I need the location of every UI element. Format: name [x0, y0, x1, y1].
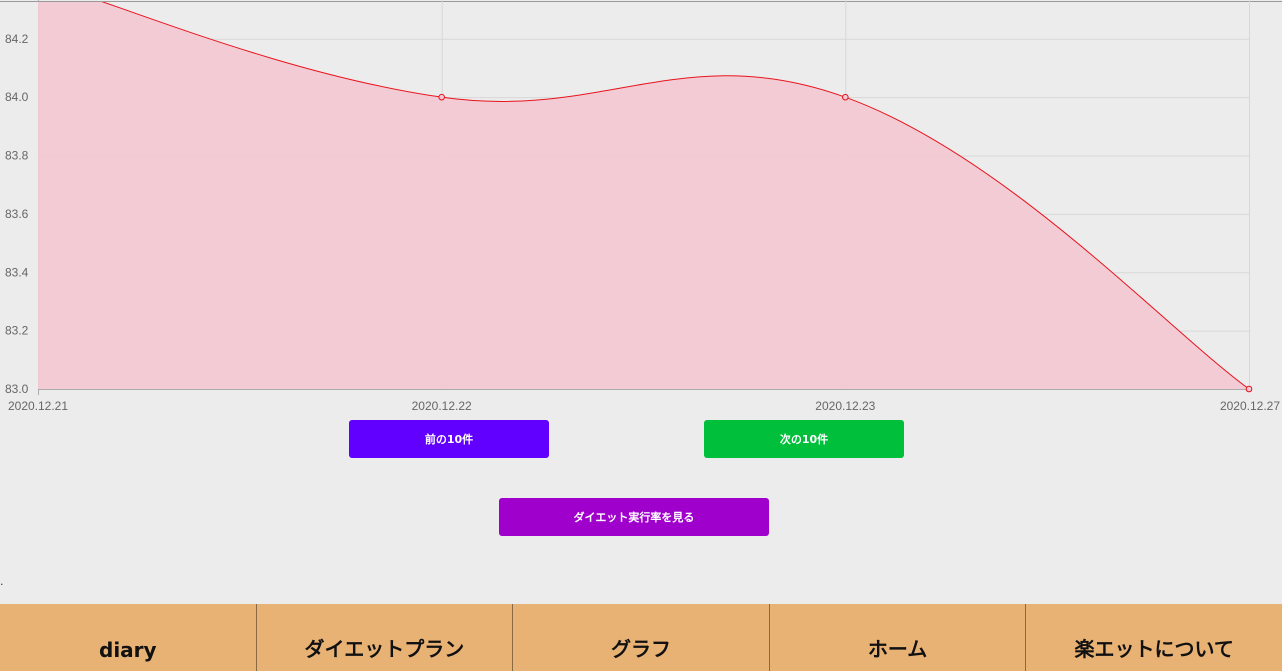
y-tick-label: 83.6 [5, 207, 29, 221]
y-tick-label: 84.0 [5, 90, 29, 104]
nav-item-label: グラフ [610, 637, 671, 661]
x-tick-label: 2020.12.27 [1220, 399, 1280, 413]
nav-item-about[interactable]: 楽エットについて [1026, 604, 1282, 671]
y-axis-labels: 83.0 83.2 83.4 83.6 83.8 84.0 84.2 [5, 32, 29, 396]
nav-item-diet-plan[interactable]: ダイエットプラン [257, 604, 514, 671]
x-tick-label: 2020.12.22 [412, 399, 472, 413]
nav-item-home[interactable]: ホーム [770, 604, 1027, 671]
nav-item-label: ダイエットプラン [304, 637, 465, 661]
nav-item-diary[interactable]: diary [0, 604, 257, 671]
bottom-nav: diary ダイエットプラン グラフ ホーム 楽エットについて [0, 604, 1282, 671]
chart-data-point [438, 93, 445, 101]
previous-10-button[interactable]: 前の10件 [349, 420, 549, 458]
footer-dot-text: . [0, 575, 4, 588]
nav-item-label: diary [99, 638, 157, 662]
weight-chart: 83.083.283.483.683.884.084.2 2020.12.21 2… [0, 0, 1282, 413]
chart-data-point [1245, 385, 1253, 393]
chart-series-line [101, 2, 1249, 389]
x-tick-label: 2020.12.21 [8, 399, 68, 413]
chart-points [438, 93, 1253, 393]
x-tick-label: 2020.12.23 [815, 399, 875, 413]
y-tick-label: 84.2 [5, 32, 29, 46]
nav-item-label: 楽エットについて [1074, 637, 1234, 661]
chart-data-point [842, 93, 849, 101]
nav-item-graph[interactable]: グラフ [513, 604, 770, 671]
x-axis-labels: 2020.12.21 2020.12.22 2020.12.23 2020.12.27 [8, 399, 1280, 413]
nav-item-label: ホーム [867, 637, 928, 661]
y-tick-label: 83.2 [5, 324, 29, 338]
y-tick-label: 83.4 [5, 265, 29, 279]
y-tick-label: 83.0 [5, 382, 29, 396]
next-10-button[interactable]: 次の10件 [704, 420, 904, 458]
chart-area-fill [38, 2, 1249, 389]
view-diet-rate-button[interactable]: ダイエット実行率を見る [499, 498, 769, 536]
y-tick-label: 83.8 [5, 149, 29, 163]
